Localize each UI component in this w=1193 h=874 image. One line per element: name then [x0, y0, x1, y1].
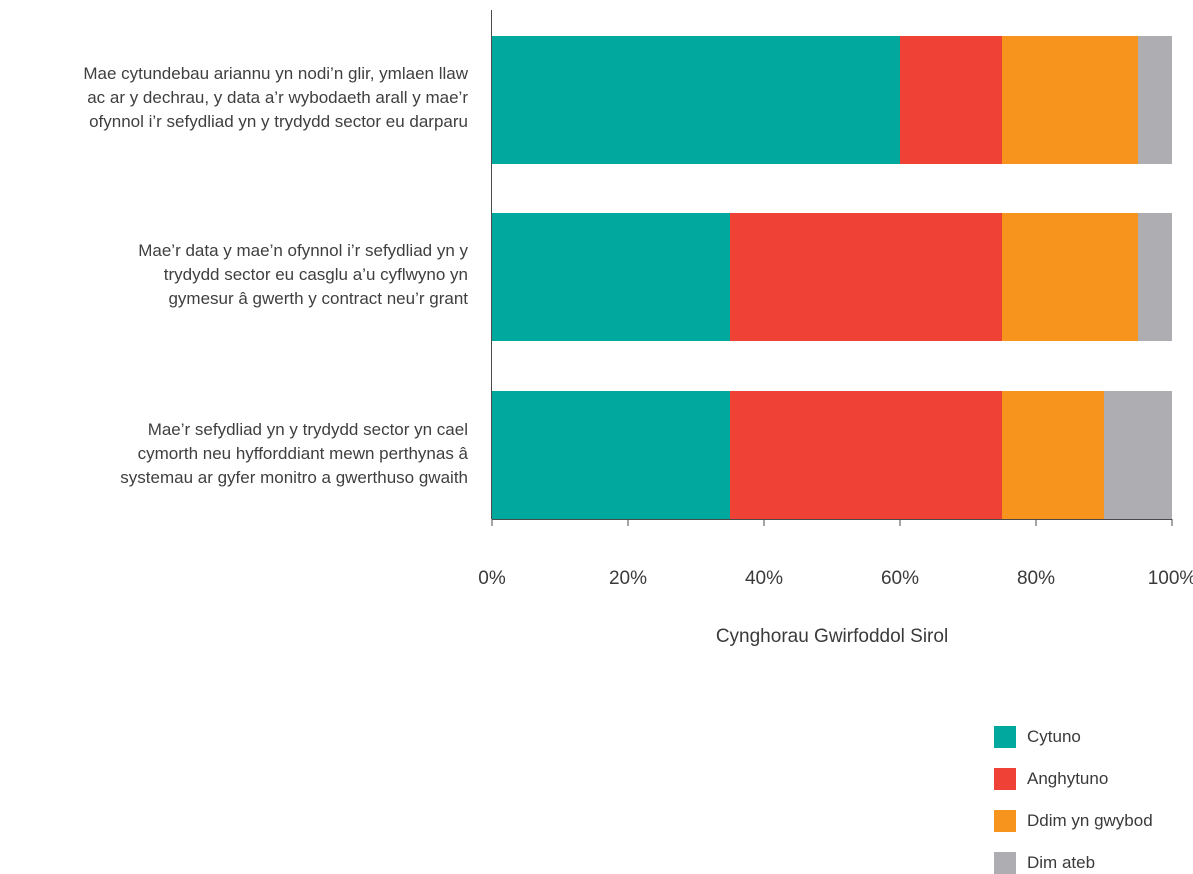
- bar-segment: [492, 213, 730, 341]
- legend-swatch: [994, 726, 1016, 748]
- bar-segment: [730, 391, 1002, 519]
- category-label-line: ofynnol i’r sefydliad yn y trydydd secto…: [89, 112, 468, 131]
- category-label-line: Mae’r data y mae’n ofynnol i’r sefydliad…: [138, 241, 468, 260]
- category-label: Mae cytundebau ariannu yn nodi’n glir, y…: [0, 62, 468, 134]
- legend-label: Cytuno: [1027, 727, 1081, 746]
- category-label: Mae’r data y mae’n ofynnol i’r sefydliad…: [0, 239, 468, 311]
- x-tick-label: 0%: [478, 568, 506, 589]
- legend-swatch: [994, 852, 1016, 874]
- category-label: Mae’r sefydliad yn y trydydd sector yn c…: [0, 418, 468, 490]
- category-label-line: Mae’r sefydliad yn y trydydd sector yn c…: [147, 420, 468, 439]
- stacked-bar-chart: 0% 20% 40% 60% 80% 100% Cynghorau Gwirfoddol …: [478, 10, 1193, 647]
- x-tick-label: 60%: [881, 568, 919, 589]
- bar-segment: [1002, 36, 1138, 164]
- x-tick-label: 100%: [1148, 568, 1193, 589]
- category-label-line: ac ar y dechrau, y data a’r wybodaeth ar…: [87, 88, 468, 107]
- x-tick-label: 80%: [1017, 568, 1055, 589]
- category-label-line: systemau ar gyfer monitro a gwerthuso gw…: [120, 468, 468, 487]
- category-label-line: cymorth neu hyfforddiant mewn perthynas …: [137, 444, 468, 463]
- bar-segment: [1002, 391, 1104, 519]
- x-axis-ticks: 0% 20% 40% 60% 80% 100%: [478, 519, 1193, 589]
- legend-item: Dim ateb: [994, 852, 1095, 874]
- legend-item: Anghytuno: [994, 768, 1108, 790]
- category-label-line: Mae cytundebau ariannu yn nodi’n glir, y…: [83, 64, 468, 83]
- category-label-line: gymesur â gwerth y contract neu’r grant: [168, 289, 468, 308]
- bar-area: [492, 36, 1172, 519]
- legend-swatch: [994, 768, 1016, 790]
- bar-segment: [900, 36, 1002, 164]
- bar-segment: [492, 36, 900, 164]
- legend-label: Anghytuno: [1027, 769, 1109, 788]
- bar-segment: [1002, 213, 1138, 341]
- bar-segment: [1138, 213, 1172, 341]
- x-tick-label: 40%: [745, 568, 783, 589]
- legend-label: Dim ateb: [1027, 853, 1096, 872]
- legend-item: Cytuno: [994, 726, 1081, 748]
- legend-label: Ddim yn gwybod: [1027, 811, 1153, 830]
- x-axis-title: Cynghorau Gwirfoddol Sirol: [716, 626, 948, 647]
- category-label-line: trydydd sector eu casglu a’u cyflwyno yn: [163, 265, 468, 284]
- legend-item: Ddim yn gwybod: [994, 810, 1153, 832]
- bar-segment: [1104, 391, 1172, 519]
- legend-swatch: [994, 810, 1016, 832]
- bar-segment: [730, 213, 1002, 341]
- bar-segment: [492, 391, 730, 519]
- x-tick-label: 20%: [609, 568, 647, 589]
- bar-segment: [1138, 36, 1172, 164]
